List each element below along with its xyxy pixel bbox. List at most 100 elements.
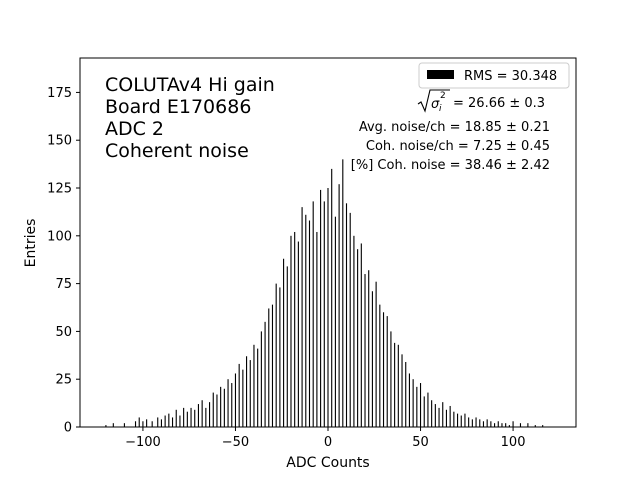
histogram-bar (190, 407, 192, 427)
x-tick-label: 100 (501, 435, 526, 450)
histogram-bar (151, 421, 153, 427)
legend: RMS = 30.348 (418, 62, 570, 89)
histogram-bar (168, 413, 170, 427)
histogram-bar (405, 361, 407, 427)
histogram-bar (323, 201, 325, 427)
histogram-bar (146, 419, 148, 427)
stat-avg-noise: Avg. noise/ch = 18.85 ± 0.21 (359, 120, 550, 135)
histogram-bar (345, 203, 348, 427)
histogram-bar (249, 360, 251, 427)
histogram-bar (464, 413, 466, 427)
histogram-bar (434, 404, 436, 427)
y-tick-label: 75 (55, 277, 72, 292)
histogram-bar (360, 243, 362, 427)
histogram-bar (157, 417, 159, 427)
y-tick-label: 150 (47, 134, 72, 149)
histogram-bar (401, 354, 403, 427)
histogram-bar (275, 283, 277, 427)
histogram-bar (264, 321, 266, 427)
histogram-bar (286, 266, 288, 427)
histogram-bar (438, 407, 440, 427)
histogram-bar (164, 415, 166, 427)
histogram-bar (475, 417, 477, 427)
info-line-1: COLUTAv4 Hi gain (105, 74, 275, 96)
y-tick-label: 50 (55, 325, 72, 340)
histogram-bar (497, 421, 499, 427)
histogram-bar (283, 258, 285, 427)
histogram-bar (353, 235, 355, 427)
histogram-bar (209, 402, 211, 427)
histogram-bar (357, 249, 359, 427)
info-line-2: Board E170686 (105, 96, 251, 118)
y-tick-label: 25 (55, 373, 72, 388)
histogram-bar (197, 404, 199, 427)
histogram-bar (534, 425, 536, 427)
histogram-bar (123, 423, 125, 427)
histogram-bar (490, 421, 492, 427)
x-tick-label: 50 (412, 435, 429, 450)
stat-coh-percent: [%] Coh. noise = 38.46 ± 2.42 (351, 158, 550, 173)
y-tick-label: 125 (47, 182, 72, 197)
histogram-bar (364, 274, 366, 427)
histogram-bar (379, 304, 381, 427)
histogram-bar (227, 379, 229, 427)
histogram-bar (468, 417, 470, 427)
stats-text: σ i 2 = 26.66 ± 0.3 Avg. noise/ch = 18.8… (351, 89, 550, 173)
y-axis-label: Entries (23, 219, 39, 268)
histogram-bar (334, 216, 336, 427)
y-tick-label: 175 (47, 86, 72, 101)
histogram-bar (238, 363, 240, 427)
histogram-bar (179, 415, 181, 427)
histogram-bar (234, 373, 237, 427)
histogram-bar (305, 214, 307, 427)
histogram-bar (246, 356, 248, 427)
histogram-bar (471, 419, 473, 427)
histogram-bar (223, 388, 225, 427)
histogram-bar (138, 417, 140, 427)
histogram-bar (216, 394, 218, 427)
legend-label: RMS = 30.348 (464, 69, 557, 84)
histogram-bar (297, 241, 299, 427)
histogram-bar (519, 423, 522, 427)
histogram-bar (260, 331, 262, 427)
histogram-bar (160, 419, 162, 427)
histogram-bar (449, 405, 451, 427)
histogram-bar (416, 386, 418, 427)
histogram-bar (527, 423, 529, 427)
histogram-bar (460, 415, 462, 427)
histogram-bar (331, 168, 333, 427)
histogram-bar (419, 383, 422, 427)
histogram-bar (486, 419, 488, 427)
histogram-bar (408, 373, 410, 427)
histogram-bar (338, 184, 340, 427)
x-tick-label: 0 (324, 435, 332, 450)
histogram-bar (494, 423, 496, 427)
sigma-subscript: i (439, 104, 442, 114)
histogram-bar (442, 402, 444, 427)
histogram-bar (320, 189, 322, 427)
histogram-bar (194, 409, 196, 427)
x-axis: −100 −50 0 50 100 (125, 427, 525, 450)
y-axis: 0 25 50 75 100 125 150 175 (47, 86, 80, 436)
histogram-bar (397, 344, 399, 427)
stat-coh-noise: Coh. noise/ch = 7.25 ± 0.45 (366, 139, 550, 154)
histogram-bar (453, 411, 455, 427)
histogram-bar (386, 316, 388, 427)
histogram-bar (512, 421, 514, 427)
histogram-bar (371, 291, 373, 427)
histogram-bar (186, 411, 188, 427)
x-axis-label: ADC Counts (286, 455, 369, 471)
histogram-bar (427, 392, 429, 427)
legend-swatch (427, 70, 454, 79)
legend-box (418, 62, 570, 89)
histogram-bar (445, 409, 447, 427)
histogram-bar (112, 423, 114, 427)
histogram-bar (394, 342, 396, 427)
histogram-bar (183, 407, 185, 427)
histogram-bar (479, 419, 481, 427)
histogram-bar (231, 383, 233, 427)
histogram-bar (205, 407, 207, 427)
histogram-bar (327, 188, 329, 427)
histogram-bar (301, 207, 303, 427)
